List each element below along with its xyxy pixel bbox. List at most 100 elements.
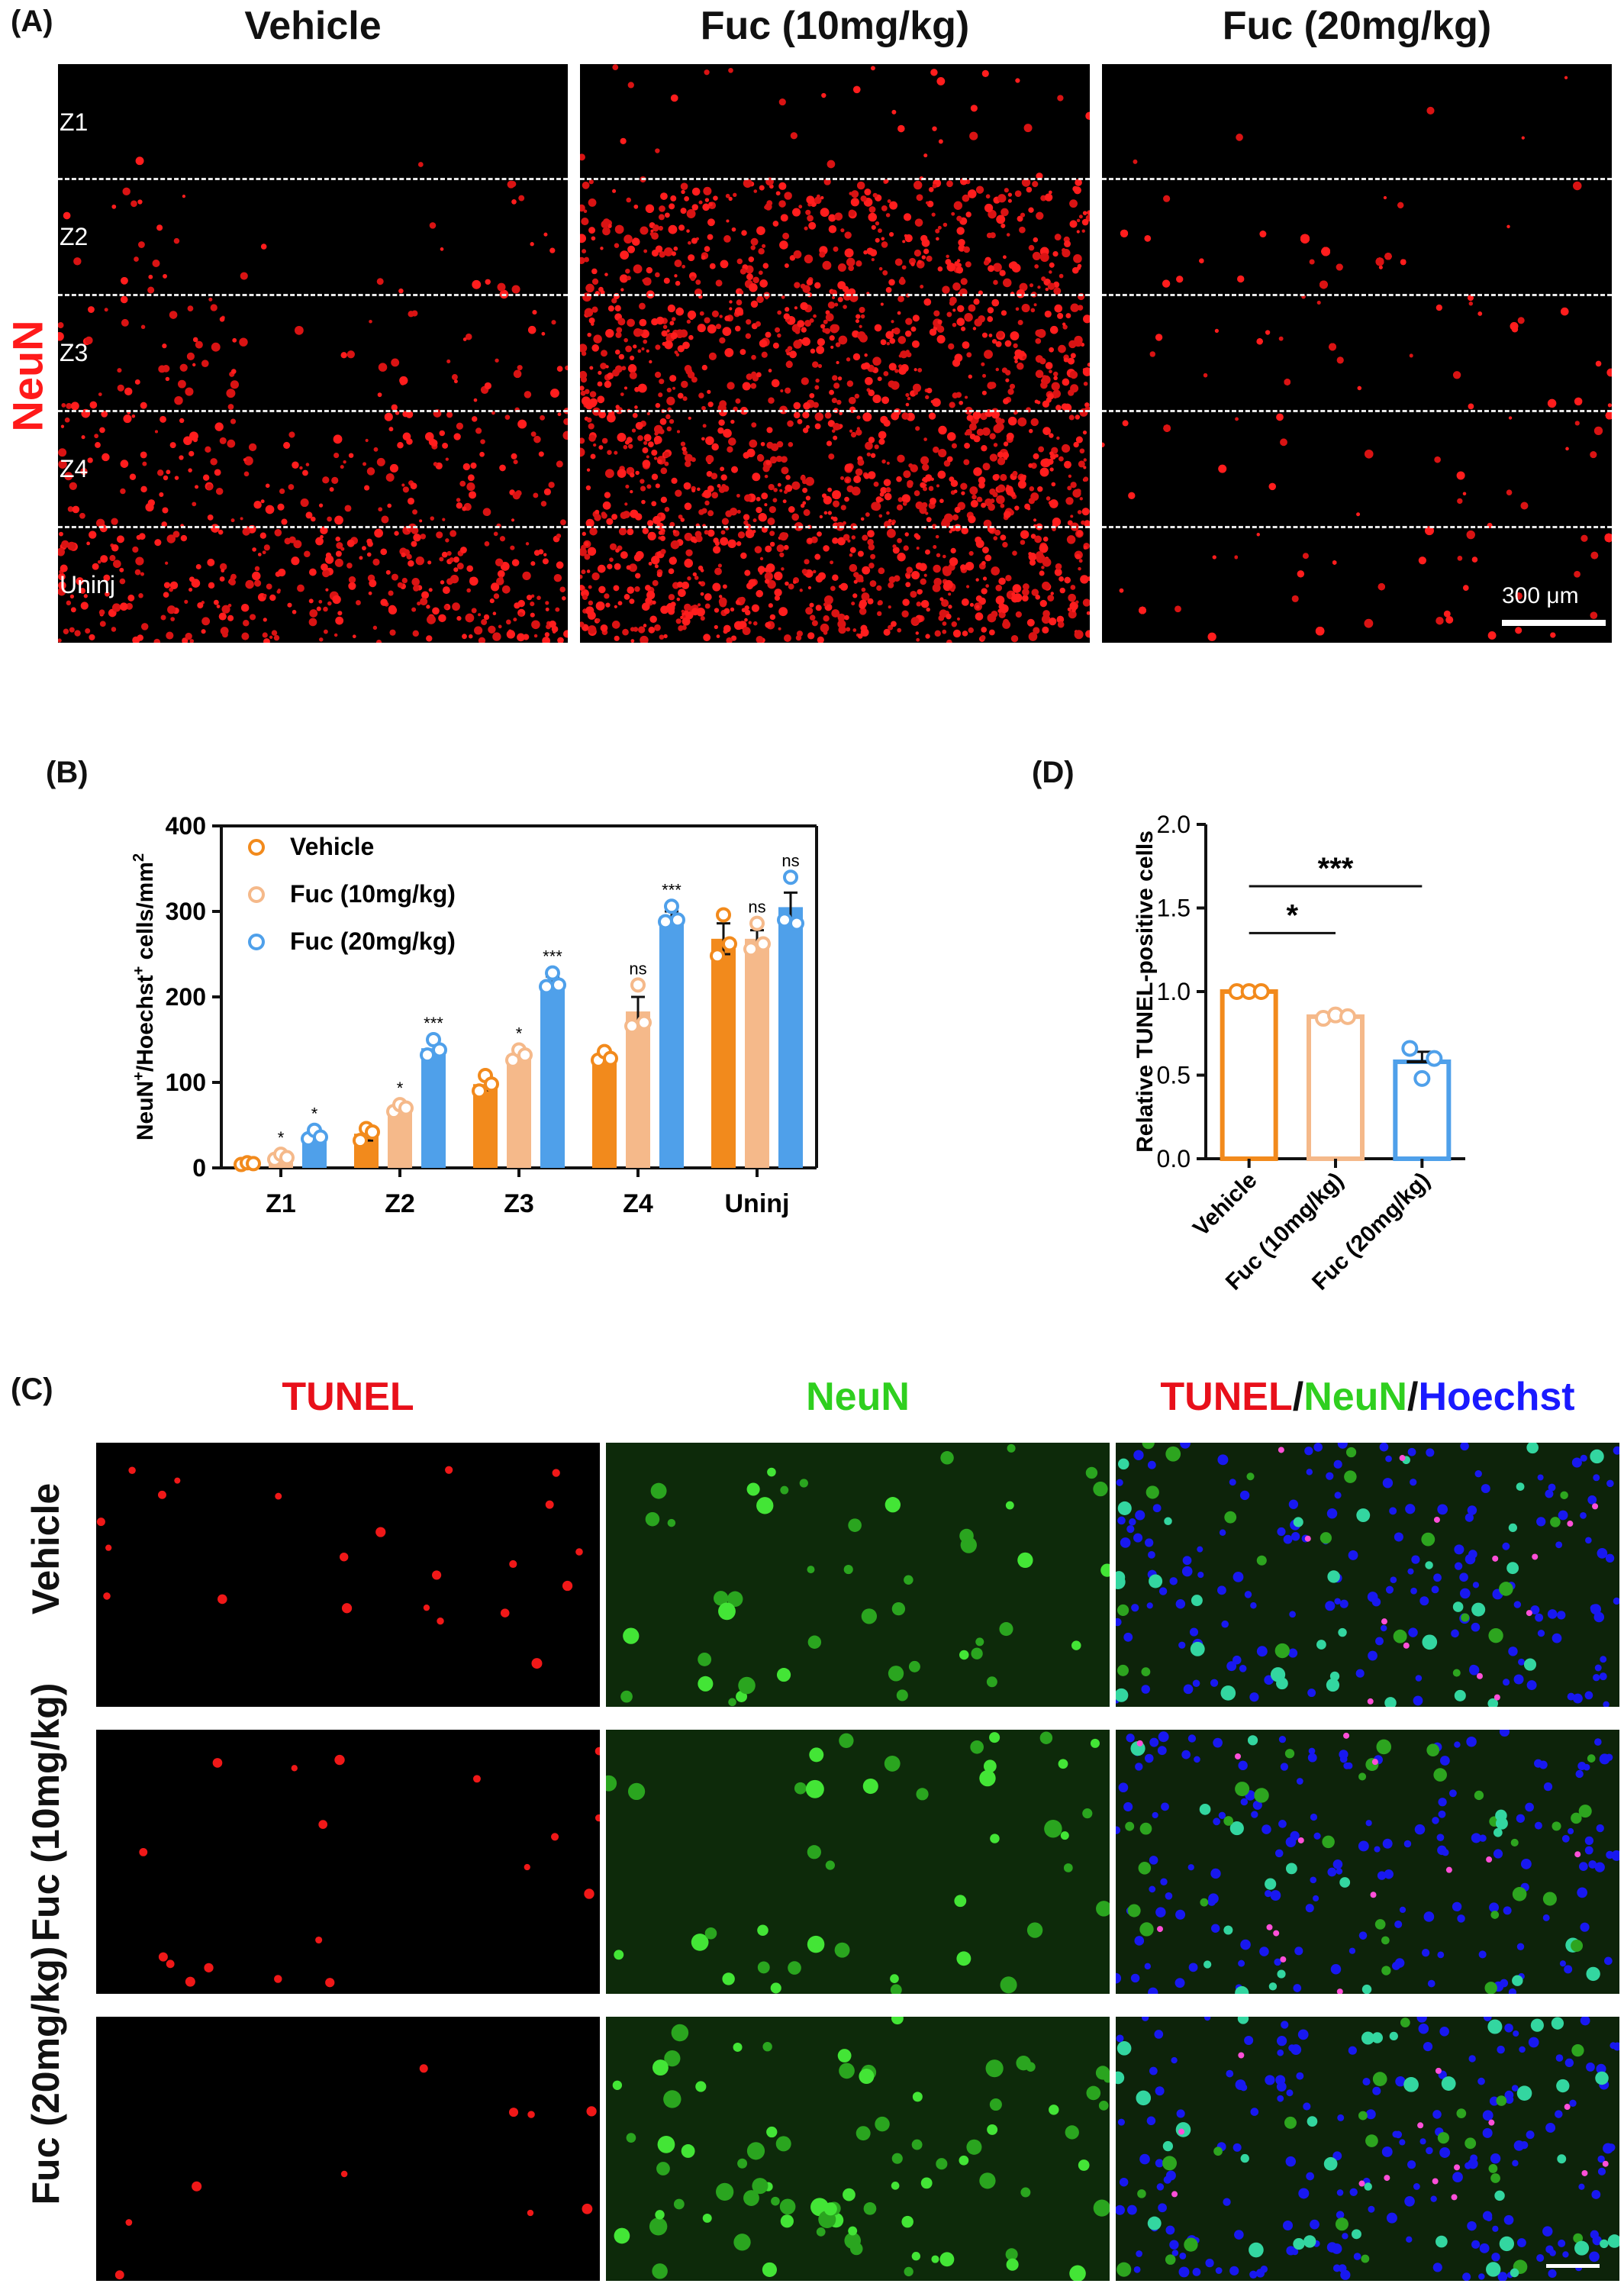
data-point [756,936,771,952]
panel-c-row-vehicle: Vehicle [24,1482,67,1615]
micrograph-merge-fuc10 [1116,1730,1619,1994]
y-tick-label: 1.0 [1157,978,1191,1005]
x-tick-label: Z4 [623,1189,653,1218]
data-point [1252,983,1270,1000]
bar [711,938,736,1168]
significance-label: *** [424,1014,443,1033]
y-axis-label: Relative TUNEL-positive cells [1133,831,1158,1153]
significance-label: ns [748,898,765,917]
x-tick-label: Z2 [385,1189,415,1218]
significance-label: ns [781,851,799,870]
significance-label: *** [1318,852,1354,885]
y-tick-label: 0.5 [1157,1062,1191,1089]
merge-label-slash: / [1406,1375,1419,1419]
panel-a-letter: (A) [11,5,53,38]
bar [626,1011,650,1168]
data-point [743,941,759,957]
neun-row-label-wrap: NeuN [4,298,52,450]
data-point [624,1018,640,1034]
data-point [722,936,737,952]
bar [745,938,769,1168]
micrograph-neun-vehicle: Z1 Z2 Z3 Z4 Uninj [58,64,568,643]
data-point [353,1133,368,1149]
micrograph-neun-fuc10-c [606,1730,1110,1994]
zone-label-z4: Z4 [60,455,89,482]
data-point [551,977,566,993]
data-point [484,1076,499,1092]
merge-label-tunel: TUNEL [1160,1375,1293,1419]
y-axis-label: NeuN+/Hoechst+ cells/mm2 [130,853,158,1140]
y-tick-label: 400 [166,812,206,840]
panel-b-letter: (B) [46,756,89,789]
panel-d-letter: (D) [1032,756,1075,789]
micrograph-tunel-fuc20 [96,2017,600,2281]
panel-a-title-fuc20: Fuc (20mg/kg) [1222,4,1492,48]
bar [1220,989,1278,1161]
x-tick-label: Z3 [504,1189,534,1218]
x-tick-label: Z1 [266,1189,296,1218]
data-point [658,914,673,930]
significance-label: * [278,1128,285,1147]
scale-bar-label: 300 μm [1502,583,1579,608]
significance-label: *** [662,880,682,899]
significance-label: ns [629,959,646,978]
bar [592,1056,617,1168]
micrograph-neun-fuc20-c [606,2017,1110,2281]
data-point [279,1150,295,1166]
legend-label: Fuc (20mg/kg) [290,927,456,955]
data-point [432,1042,447,1058]
bar [507,1055,531,1168]
significance-label: * [1287,898,1299,932]
data-point [716,907,731,923]
chart-b: 0 100 200 300 400 NeuN+/Hoechst+ cells/mm2 Z1 *… [130,812,818,1218]
data-point [664,898,679,914]
significance-label: * [397,1079,404,1098]
legend-marker [248,934,265,950]
zone-label-z1: Z1 [60,108,89,136]
bar [540,981,565,1168]
y-tick-label: 100 [166,1069,206,1096]
panel-a-title-fuc10: Fuc (10mg/kg) [700,4,970,48]
bar [421,1048,446,1168]
data-point [313,1129,328,1145]
scale-bar [1502,620,1606,626]
panel-c-row-fuc20: Fuc (20mg/kg) [24,1946,67,2205]
panel-c-row-fuc10: Fuc (10mg/kg) [24,1682,67,1942]
legend-label: Fuc (10mg/kg) [290,880,456,908]
legend-marker [248,886,265,903]
significance-label: *** [543,947,562,966]
bar [1307,1014,1365,1161]
data-point [777,912,792,928]
data-point [539,979,554,995]
x-tick-label: Uninj [725,1189,790,1218]
y-tick-label: 0 [192,1154,206,1182]
panel-a-title-vehicle: Vehicle [244,4,382,48]
zone-label-uninj: Uninj [60,571,115,598]
data-point [246,1156,261,1172]
data-point [710,948,725,964]
micrograph-neun-vehicle-c [606,1443,1110,1707]
micrograph-merge-fuc20 [1116,2017,1619,2281]
x-tick-label: Vehicle [1188,1168,1262,1241]
y-tick-label: 1.5 [1157,895,1191,922]
data-point [1426,1050,1443,1067]
micrograph-tunel-fuc10 [96,1730,600,1994]
data-point [420,1047,435,1063]
legend-label: Vehicle [290,833,374,860]
bar [778,907,803,1168]
data-point [472,1083,487,1099]
significance-label: * [516,1024,523,1043]
micrograph-neun-fuc20: 300 μm [1102,64,1612,643]
micrograph-neun-fuc10 [580,64,1090,643]
data-point [1339,1008,1356,1025]
data-point [630,977,646,993]
scale-bar-c [1546,2264,1600,2268]
zone-label-z2: Z2 [60,223,89,250]
zone-label-z3: Z3 [60,339,89,366]
merge-label-hoechst: Hoechst [1418,1375,1575,1419]
data-point [636,1014,652,1030]
data-point [545,965,560,981]
panel-c-title-tunel: TUNEL [282,1375,414,1419]
merge-label-slash: / [1292,1375,1304,1419]
